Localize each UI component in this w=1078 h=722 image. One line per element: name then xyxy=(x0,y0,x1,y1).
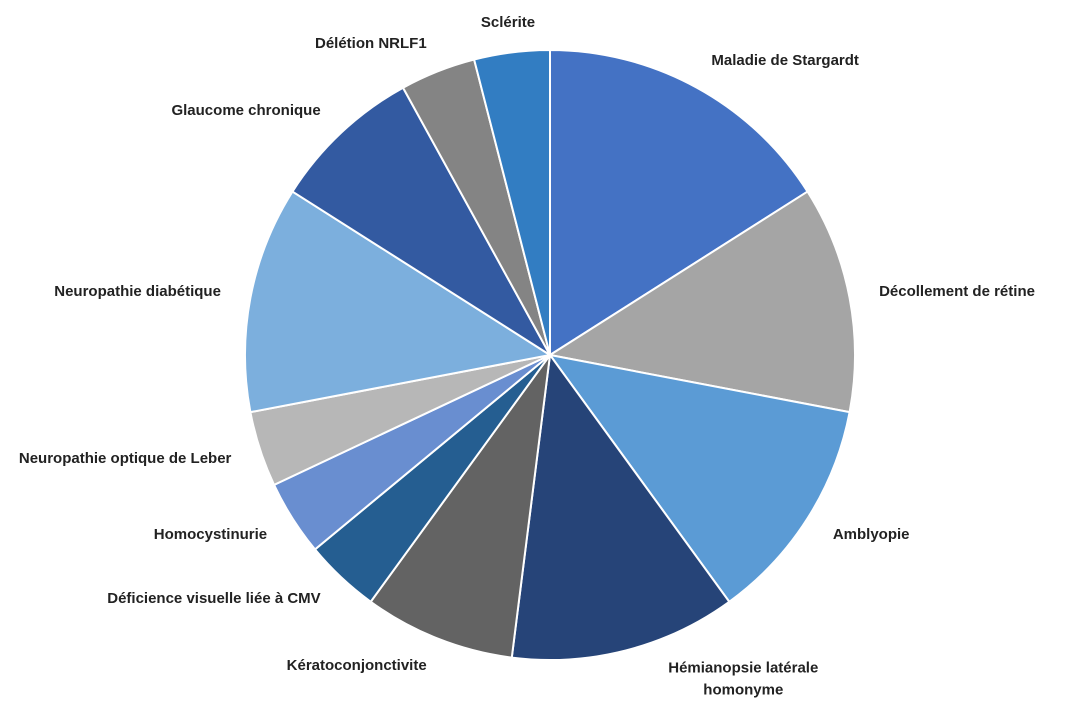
pie-slice xyxy=(549,48,809,357)
slice-label: Homocystinurie xyxy=(153,525,268,543)
pie-slice xyxy=(547,353,851,604)
pie-slice xyxy=(369,354,551,659)
slice-label: Glaucome chronique xyxy=(171,101,321,119)
slice-label: Amblyopie xyxy=(832,525,910,543)
pie-slice xyxy=(291,86,551,356)
slice-label: Déficience visuelle liée à CMV xyxy=(107,590,321,608)
slice-label: Délétion NRLF1 xyxy=(314,34,427,52)
slice-label: Maladie de Stargardt xyxy=(711,52,859,70)
pie-slice xyxy=(244,190,553,414)
slice-label: Neuropathie diabétique xyxy=(54,283,221,301)
pie-slice xyxy=(472,48,551,356)
slice-label: Hémianopsie latérale homonyme xyxy=(668,659,819,699)
slice-label: Kératoconjonctivite xyxy=(286,657,427,675)
pie-slice xyxy=(547,190,856,414)
slice-label: Neuropathie optique de Leber xyxy=(18,449,232,467)
slice-label: Sclérite xyxy=(480,13,536,31)
pie-slice xyxy=(510,352,731,661)
slice-label: Décollement de rétine xyxy=(879,283,1035,301)
